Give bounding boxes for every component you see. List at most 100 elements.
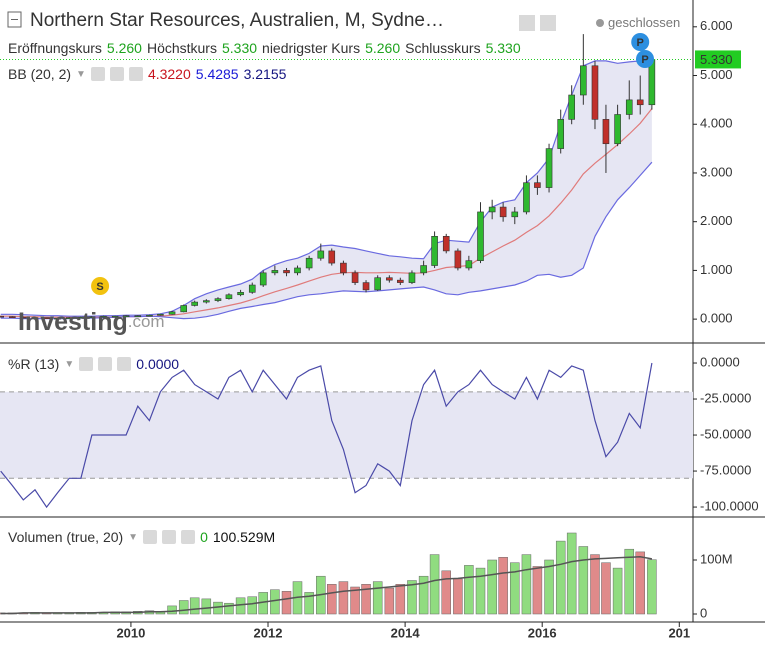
band-line xyxy=(0,161,653,320)
candle-body xyxy=(111,315,119,318)
volume-bar xyxy=(464,565,474,615)
candle-body xyxy=(534,182,541,188)
event-label: S xyxy=(96,281,103,293)
candle-body xyxy=(328,250,336,264)
volume-bar xyxy=(189,597,200,615)
volume-bar xyxy=(601,562,611,615)
x-tick-label: 2012 xyxy=(254,625,283,640)
candle-body xyxy=(557,119,565,149)
title-row: Northern Star Resources, Australien, M, … xyxy=(30,10,444,32)
indicator-name: %R (13) xyxy=(8,356,60,372)
candle-body xyxy=(386,277,393,281)
x-tick-label: 201 xyxy=(668,625,690,640)
eye-icon[interactable] xyxy=(90,67,105,81)
volume-bar xyxy=(475,567,486,615)
candle-body xyxy=(454,250,462,269)
candle-body xyxy=(248,284,256,293)
ohlc-row: Eröffnungskurs 5.260 Höchstkurs 5.330 niedri… xyxy=(8,40,521,56)
ohlc-name: niedrigster Kurs xyxy=(262,40,361,56)
close-icon[interactable] xyxy=(128,67,143,81)
candle-body xyxy=(477,211,484,261)
candle-body xyxy=(294,267,301,274)
volume-bar xyxy=(247,596,257,615)
indicator-name: BB (20, 2) xyxy=(8,66,72,82)
candle-body xyxy=(591,65,599,120)
last-price-badge xyxy=(695,50,741,69)
watermark: Investing.com xyxy=(18,308,165,336)
candle-body xyxy=(100,315,107,318)
eye-icon[interactable] xyxy=(79,357,94,371)
dropdown-arrow: ▼ xyxy=(64,358,75,370)
candle-body xyxy=(134,315,142,318)
ohlc-value: 5.260 xyxy=(365,40,401,56)
eye-icon[interactable] xyxy=(519,15,535,31)
eye-icon[interactable] xyxy=(143,530,158,544)
candle-body xyxy=(351,272,359,283)
plot-line xyxy=(0,362,693,509)
chart-title: Northern Star Resources, Australien, M, … xyxy=(30,10,444,31)
volume-bar xyxy=(429,554,440,615)
status-dot xyxy=(596,19,604,27)
watermark-part: Investing xyxy=(18,308,128,336)
indicator-value: 4.3220 xyxy=(147,66,191,82)
wr-line xyxy=(0,362,653,509)
volume-bar xyxy=(361,584,371,615)
volume-bar xyxy=(566,532,577,615)
band-fill xyxy=(0,54,652,319)
close-icon[interactable] xyxy=(117,357,132,371)
volume-bar xyxy=(350,586,360,615)
indicator-value: 0.0000 xyxy=(136,356,180,372)
candle-body xyxy=(511,211,519,218)
volume-bar xyxy=(521,554,532,615)
volume-bar xyxy=(498,557,508,615)
gear-icon[interactable] xyxy=(162,530,177,544)
y-tick-label: 3.000 xyxy=(700,164,733,179)
volume-bar xyxy=(213,601,223,615)
last-price-label: 5.330 xyxy=(700,52,733,67)
collapse-icon[interactable] xyxy=(7,11,22,28)
volume-bar xyxy=(612,567,623,615)
indicator-row: BB (20, 2) ▼ 4.3220 5.4285 3.2155 xyxy=(8,66,286,82)
y-tick-label: -50.0000 xyxy=(700,426,751,441)
candle-body xyxy=(283,270,290,274)
candle-body xyxy=(602,119,610,145)
event-marker xyxy=(636,50,655,68)
candle-body xyxy=(237,292,244,296)
y-tick-label: -75.0000 xyxy=(700,462,751,477)
volume-bar xyxy=(510,562,520,615)
candle-body xyxy=(0,315,4,318)
volume-bar xyxy=(327,584,337,615)
candle-body xyxy=(259,272,267,286)
gear-icon[interactable] xyxy=(109,67,124,81)
volume-bar xyxy=(270,589,280,615)
candle-body xyxy=(271,270,279,274)
volume-bar xyxy=(418,575,429,615)
volume-bar xyxy=(544,559,554,615)
close-icon[interactable] xyxy=(181,530,196,544)
gear-icon[interactable] xyxy=(540,15,556,31)
candle-body xyxy=(77,316,85,319)
volume-bar xyxy=(395,584,406,615)
candle-body xyxy=(146,314,153,317)
volume-bar xyxy=(487,559,497,615)
watermark-part: .com xyxy=(128,312,165,331)
status: geschlossen xyxy=(608,15,680,30)
volume-bar xyxy=(624,548,635,615)
volume-bar xyxy=(532,566,543,615)
candle-body xyxy=(374,277,381,291)
volume-bar xyxy=(201,598,212,615)
ohlc-value: 5.330 xyxy=(221,40,258,56)
volume-bar xyxy=(178,600,189,615)
y-tick-label: -25.0000 xyxy=(700,390,751,405)
candle-body xyxy=(488,206,496,213)
x-tick-label: 2010 xyxy=(116,625,145,640)
gear-icon[interactable] xyxy=(98,357,113,371)
candle-body xyxy=(168,311,176,315)
y-tick-label: 1.000 xyxy=(700,262,733,277)
volume-bar xyxy=(407,580,417,615)
indicator-value: 3.2155 xyxy=(243,66,287,82)
volume-bar xyxy=(555,540,566,615)
y-tick-label: 0.000 xyxy=(700,311,733,326)
plot-candlestick xyxy=(0,34,656,320)
